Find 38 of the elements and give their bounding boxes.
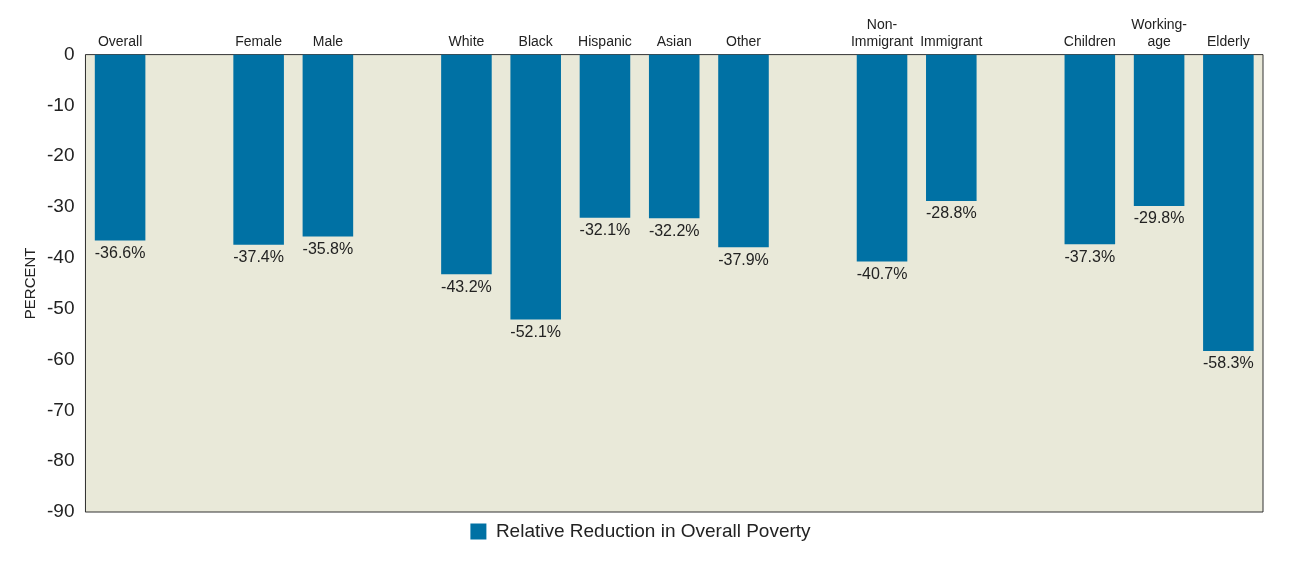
x-tick-label: Female [235, 33, 283, 50]
x-tick-label: Working- age [1131, 16, 1188, 50]
data-label: -37.4% [233, 248, 284, 266]
data-label: -52.1% [510, 322, 562, 340]
y-tick-label: -70 [46, 398, 75, 420]
y-tick-label: -10 [46, 93, 75, 115]
x-tick-label: Immigrant [920, 33, 983, 50]
x-tick-label: Overall [97, 33, 143, 50]
data-label: -40.7% [856, 264, 908, 282]
x-tick-label: Other [725, 33, 762, 50]
y-tick-label: -30 [46, 195, 75, 217]
x-tick-label: Elderly [1206, 33, 1250, 50]
data-label: -43.2% [441, 277, 492, 295]
y-tick-label: -60 [46, 347, 75, 369]
y-axis-title: PERCENT [21, 247, 39, 320]
data-label: -35.8% [302, 239, 354, 257]
data-label: -58.3% [1203, 354, 1254, 372]
y-tick-label: -90 [46, 500, 75, 522]
x-tick-label: Non- Immigrant [850, 16, 914, 50]
x-tick-label: Asian [656, 33, 692, 50]
x-tick-label: Children [1063, 33, 1116, 50]
x-tick-label: White [448, 33, 485, 50]
y-tick-label: -50 [46, 296, 75, 318]
data-label: -32.2% [648, 221, 700, 239]
y-tick-label: 0 [63, 42, 75, 64]
data-label: -29.8% [1133, 209, 1185, 227]
y-tick-label: -80 [46, 449, 75, 471]
x-tick-label: Hispanic [578, 33, 632, 50]
data-label: -36.6% [94, 244, 146, 262]
y-tick-label: -40 [46, 246, 75, 268]
data-label: -37.3% [1064, 247, 1116, 265]
x-tick-label: Male [312, 33, 344, 50]
data-label: -28.8% [925, 204, 977, 222]
data-label: -37.9% [718, 250, 769, 268]
x-tick-label: Black [518, 33, 554, 50]
legend-label: Relative Reduction in Overall Poverty [495, 519, 812, 541]
data-label: -32.1% [579, 221, 631, 239]
y-tick-label: -20 [46, 144, 75, 166]
